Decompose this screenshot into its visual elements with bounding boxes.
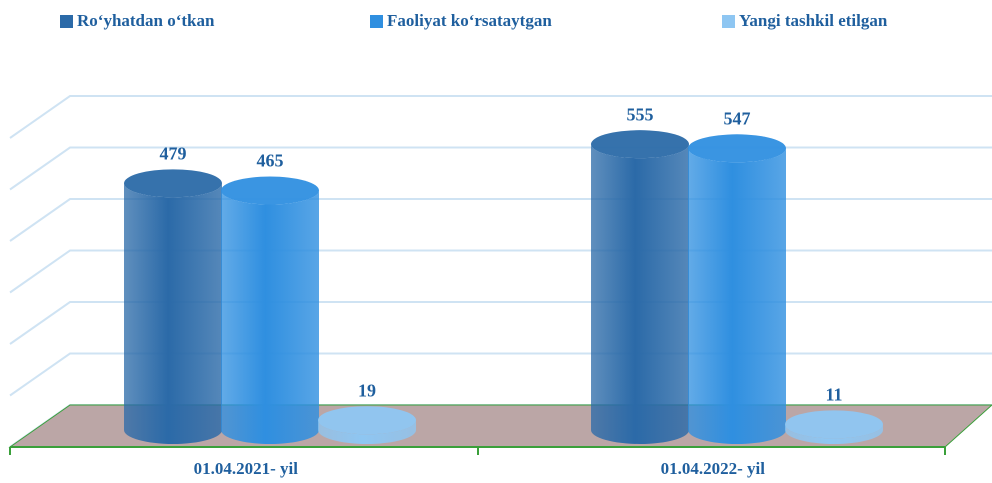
legend-swatch (60, 15, 73, 28)
bar (785, 424, 883, 444)
value-label: 479 (160, 143, 187, 163)
legend-swatch (722, 15, 735, 28)
value-label: 547 (724, 108, 751, 128)
bar (221, 190, 319, 444)
legend-label: Yangi tashkil etilgan (739, 11, 888, 30)
bar-top (124, 169, 222, 198)
value-label: 555 (627, 104, 654, 124)
value-label: 465 (257, 151, 284, 171)
bar-top (688, 134, 786, 163)
value-label: 11 (825, 384, 842, 404)
bar (688, 148, 786, 444)
bar-top (318, 406, 416, 435)
legend-label: Faoliyat ko‘rsataytgan (387, 11, 552, 30)
bar-top (591, 130, 689, 159)
grid-line (9, 95, 992, 139)
value-label: 19 (358, 380, 376, 400)
legend-label: Ro‘yhatdan o‘tkan (77, 11, 215, 30)
bar-top (221, 176, 319, 205)
bar-top (785, 410, 883, 439)
bar (591, 144, 689, 445)
legend-swatch (370, 15, 383, 28)
bar (318, 420, 416, 444)
x-tick-label: 01.04.2021- yil (194, 459, 299, 478)
x-tick-label: 01.04.2022- yil (661, 459, 766, 478)
bar (124, 183, 222, 444)
